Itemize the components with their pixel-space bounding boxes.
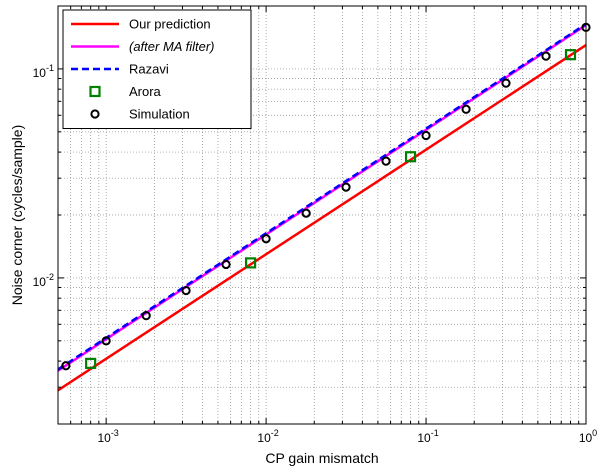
x-tick-label: 10-3 xyxy=(97,428,118,445)
legend-label-simulation: Simulation xyxy=(129,107,190,122)
simulation-point xyxy=(541,51,551,61)
series-our-prediction-line xyxy=(57,44,587,392)
simulation-point xyxy=(61,361,71,371)
arora-point xyxy=(404,151,417,163)
simulation-point xyxy=(301,208,311,218)
x-axis-label: CP gain mismatch xyxy=(265,450,378,466)
x-tick-label: 10-1 xyxy=(417,428,438,445)
arora-point xyxy=(244,257,257,269)
simulation-point xyxy=(101,336,111,346)
simulation-point xyxy=(421,130,431,141)
legend-label-after-ma-filter: (after MA filter) xyxy=(129,39,214,54)
simulation-point xyxy=(381,156,391,166)
tick-labels: 10-3 10-2 10-1 100 10-2 10-1 xyxy=(33,63,598,445)
legend-swatch-arora xyxy=(89,85,101,98)
y-tick-label: 10-2 xyxy=(33,272,54,289)
legend-label-arora: Arora xyxy=(129,84,162,99)
series-layer xyxy=(57,22,591,392)
legend-label-our-prediction: Our prediction xyxy=(129,17,211,32)
simulation-point xyxy=(461,104,471,114)
simulation-point xyxy=(221,259,231,270)
simulation-point xyxy=(501,78,511,88)
y-axis-label: Noise corner (cycles/sample) xyxy=(9,125,25,306)
x-tick-label: 10-2 xyxy=(257,428,278,445)
x-tick-label: 100 xyxy=(579,428,597,445)
simulation-point xyxy=(181,285,191,296)
legend-swatch-simulation xyxy=(90,109,100,119)
y-tick-label: 10-1 xyxy=(33,63,54,80)
arora-point xyxy=(85,357,97,369)
simulation-point xyxy=(261,234,271,244)
arora-point xyxy=(564,49,577,61)
simulation-point xyxy=(141,311,151,321)
legend: Our prediction (after MA filter) Razavi Aro… xyxy=(62,9,252,129)
simulation-point xyxy=(341,182,351,192)
legend-label-razavi: Razavi xyxy=(129,62,169,77)
